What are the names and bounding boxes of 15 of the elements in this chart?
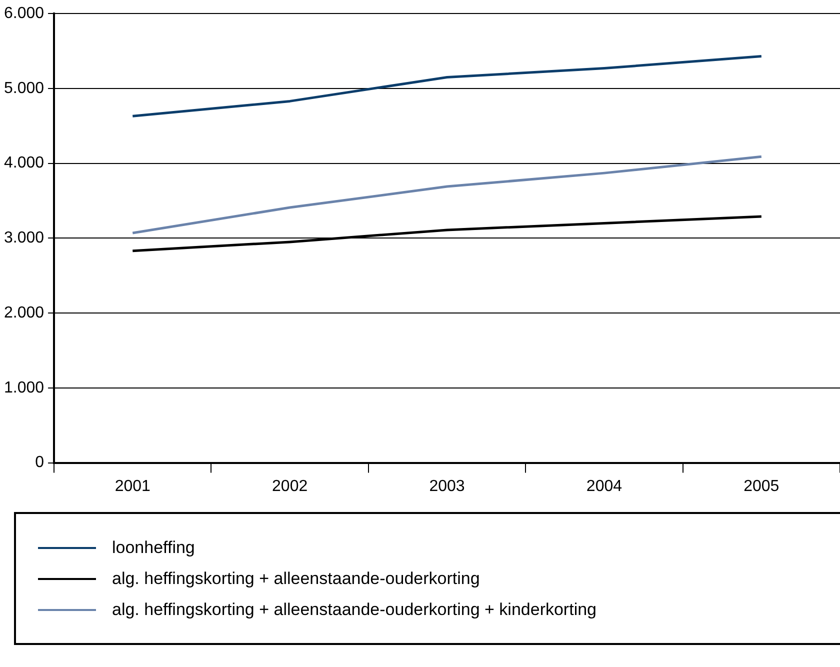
y-tick-label: 5.000 [4,80,44,97]
legend-label: alg. heffingskorting + alleenstaande-ouderkorting + kinderkorting [112,600,596,620]
x-tick-label: 2001 [114,478,151,495]
y-tick-label: 3.000 [4,230,44,247]
x-tick-label: 2003 [429,478,465,495]
legend-label: loonheffing [112,538,195,558]
y-tick-label: 4.000 [4,154,44,172]
y-tick-label: 2.000 [4,304,44,322]
y-tick-label: 0 [35,454,44,472]
x-tick-label: 2005 [744,478,780,495]
x-tick-label: 2004 [586,478,622,495]
legend-label: alg. heffingskorting + alleenstaande-ouderkorting [112,568,480,588]
x-tick-label: 2002 [272,478,308,495]
y-tick-label: 1.000 [4,379,44,396]
y-tick-label: 6.000 [4,5,44,22]
